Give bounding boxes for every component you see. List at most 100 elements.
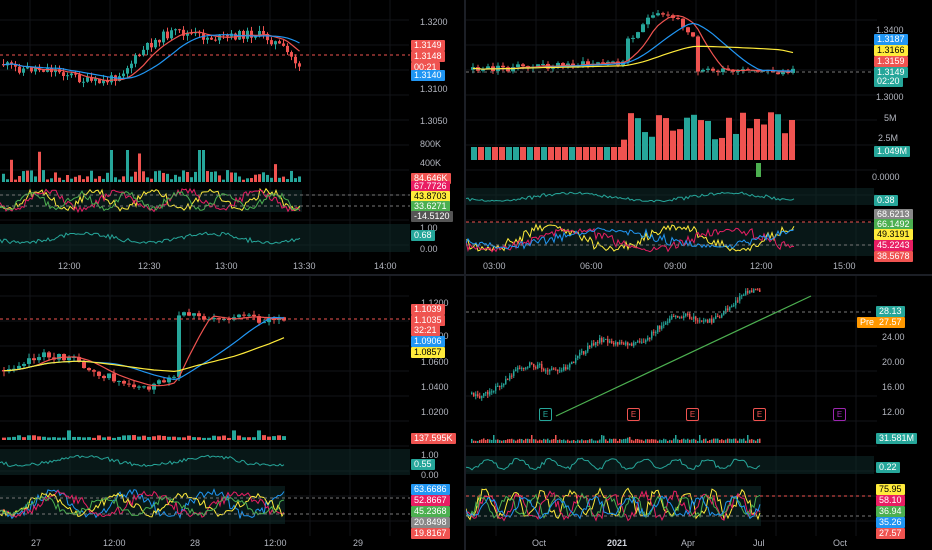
time-axis-label: 13:30 bbox=[293, 261, 316, 271]
volume-bar bbox=[567, 439, 569, 443]
volume-bar bbox=[503, 440, 505, 443]
candle-body bbox=[507, 379, 509, 381]
candle-body bbox=[481, 396, 483, 398]
candle-body bbox=[593, 343, 595, 345]
volume-bar bbox=[649, 136, 655, 160]
volume-bar bbox=[661, 440, 663, 443]
volume-bar bbox=[617, 440, 619, 443]
volume-bar bbox=[37, 436, 41, 440]
volume-bar bbox=[653, 439, 655, 443]
chart-pane-top-right[interactable]: 1.3400 1.3000 5M 2.5M 0.0000 1.3187 1.31… bbox=[466, 0, 932, 274]
candle-body bbox=[776, 72, 780, 75]
volume-bar bbox=[667, 440, 669, 443]
volume-bar bbox=[282, 176, 285, 182]
price-axis-label: 1.0600 bbox=[421, 357, 449, 367]
chart-canvas[interactable] bbox=[466, 0, 932, 274]
candle-body bbox=[270, 40, 273, 45]
volume-bar bbox=[187, 435, 191, 440]
volume-bar bbox=[266, 174, 269, 182]
price-axis-label: 1.3200 bbox=[420, 17, 448, 27]
volume-axis-label: 0.0000 bbox=[872, 172, 900, 182]
volume-bar bbox=[226, 170, 229, 182]
earnings-badge[interactable]: E bbox=[753, 408, 766, 421]
candle-body bbox=[709, 318, 711, 323]
volume-bar bbox=[513, 439, 515, 443]
earnings-badge[interactable]: E bbox=[627, 408, 640, 421]
candle-body bbox=[531, 362, 533, 364]
candle-body bbox=[653, 331, 655, 333]
volume-bar bbox=[633, 440, 635, 443]
indicator-tag: 33.6271 bbox=[411, 201, 450, 212]
chart-pane-bottom-left[interactable]: 1.1200 1.1000 1.0600 1.0400 1.0200 1.00 … bbox=[0, 276, 464, 550]
candle-body bbox=[757, 289, 759, 291]
candle-body bbox=[242, 31, 245, 39]
indicator-tag: 0.68 bbox=[411, 230, 435, 241]
volume-bar bbox=[6, 179, 9, 182]
price-axis-label: 1.0200 bbox=[421, 407, 449, 417]
candle-body bbox=[581, 61, 585, 66]
oscillator-line bbox=[0, 454, 285, 468]
volume-bar bbox=[471, 147, 477, 160]
pane-divider-horizontal[interactable] bbox=[0, 274, 932, 276]
candle-body bbox=[198, 32, 201, 34]
chart-canvas[interactable] bbox=[0, 276, 464, 550]
candle-body bbox=[158, 39, 161, 43]
candle-body bbox=[706, 68, 710, 70]
time-axis-label: 14:00 bbox=[374, 261, 397, 271]
time-axis-label: 13:00 bbox=[215, 261, 238, 271]
candle-body bbox=[57, 354, 61, 360]
candle-body bbox=[252, 314, 256, 317]
volume-bar bbox=[207, 437, 211, 440]
candle-body bbox=[697, 320, 699, 322]
candle-body bbox=[503, 383, 505, 386]
ma-line bbox=[3, 337, 285, 373]
time-axis-label: 2021 bbox=[607, 538, 628, 548]
chart-canvas[interactable] bbox=[466, 276, 932, 550]
chart-pane-top-left[interactable]: 1.3200 1.3100 1.3050 800K 400K 1.00 0.00… bbox=[0, 0, 464, 274]
volume-bar bbox=[517, 439, 519, 443]
volume-bar bbox=[495, 439, 497, 443]
volume-bar bbox=[505, 440, 507, 443]
candle-body bbox=[545, 370, 547, 372]
earnings-badge[interactable]: E bbox=[833, 408, 846, 421]
candle-body bbox=[30, 66, 33, 72]
volume-bar bbox=[707, 440, 709, 443]
candle-body bbox=[529, 362, 531, 367]
countdown-tag: 02:20 bbox=[874, 76, 903, 87]
volume-bar bbox=[222, 435, 226, 440]
volume-bar bbox=[749, 439, 751, 443]
volume-bar bbox=[82, 179, 85, 182]
volume-bar bbox=[254, 174, 257, 182]
volume-bar bbox=[637, 438, 639, 443]
price-axis-label: 1.1200 bbox=[421, 298, 449, 308]
candle-body bbox=[272, 317, 276, 321]
candle-body bbox=[485, 391, 487, 394]
candle-body bbox=[607, 338, 609, 343]
chart-pane-bottom-right[interactable]: 24.00 20.00 16.00 12.00 28.13 Pre 27.57 … bbox=[466, 276, 932, 550]
earnings-badge[interactable]: E bbox=[539, 408, 552, 421]
indicator-tag: 67.7726 bbox=[411, 181, 450, 192]
candle-body bbox=[749, 290, 751, 293]
volume-bar bbox=[745, 440, 747, 443]
candle-body bbox=[290, 52, 293, 57]
candle-body bbox=[86, 77, 89, 82]
volume-bar bbox=[483, 438, 485, 443]
volume-bar bbox=[475, 440, 477, 443]
volume-bar bbox=[242, 437, 246, 440]
candle-body bbox=[609, 341, 611, 343]
candle-body bbox=[152, 383, 156, 390]
ma-line bbox=[3, 315, 285, 387]
candle-body bbox=[731, 69, 735, 72]
earnings-badge[interactable]: E bbox=[686, 408, 699, 421]
candle-body bbox=[32, 358, 36, 361]
volume-bar bbox=[134, 171, 137, 182]
candle-body bbox=[579, 352, 581, 356]
volume-bar bbox=[222, 179, 225, 182]
volume-bar bbox=[38, 151, 41, 182]
candle-body bbox=[676, 17, 680, 19]
volume-bar bbox=[197, 437, 201, 440]
volume-bar bbox=[112, 437, 116, 440]
chart-canvas[interactable] bbox=[0, 0, 464, 274]
candle-body bbox=[657, 325, 659, 333]
volume-bar bbox=[26, 170, 29, 182]
